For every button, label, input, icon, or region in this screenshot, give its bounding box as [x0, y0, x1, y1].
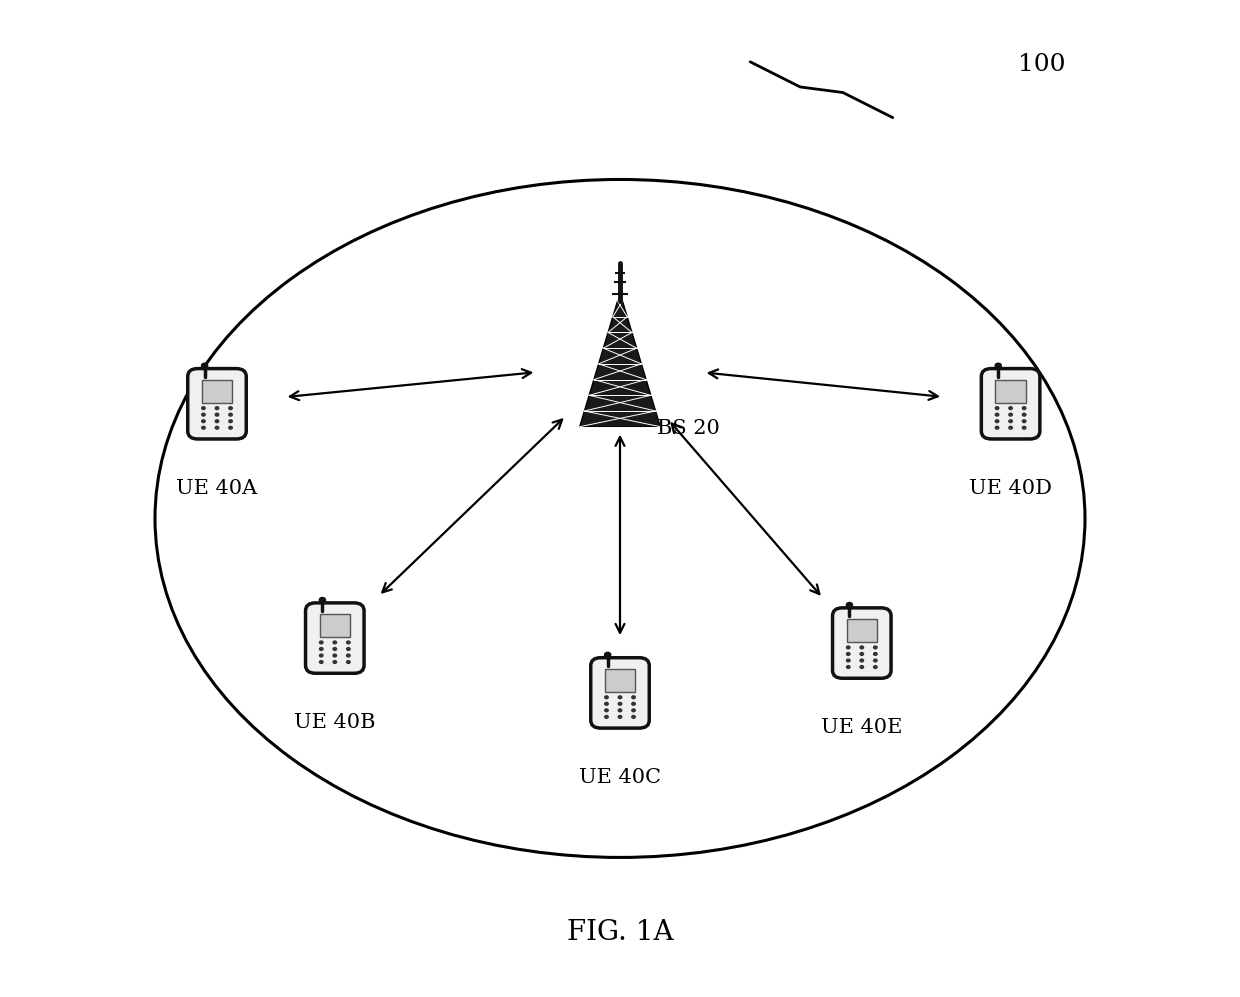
Circle shape: [1023, 427, 1025, 429]
FancyBboxPatch shape: [187, 369, 247, 439]
Circle shape: [216, 407, 218, 410]
Text: UE 40E: UE 40E: [821, 718, 903, 737]
Circle shape: [216, 420, 218, 423]
Circle shape: [229, 414, 232, 416]
Circle shape: [1023, 414, 1025, 416]
Circle shape: [996, 407, 998, 410]
Circle shape: [1009, 427, 1012, 429]
Text: FIG. 1A: FIG. 1A: [567, 918, 673, 946]
Circle shape: [861, 646, 863, 649]
Circle shape: [334, 661, 336, 663]
FancyBboxPatch shape: [847, 619, 877, 642]
Text: 100: 100: [1018, 53, 1065, 77]
FancyBboxPatch shape: [305, 603, 365, 673]
Circle shape: [874, 646, 877, 649]
Circle shape: [996, 420, 998, 423]
Circle shape: [229, 420, 232, 423]
Circle shape: [874, 666, 877, 668]
Circle shape: [229, 427, 232, 429]
Circle shape: [202, 427, 205, 429]
FancyBboxPatch shape: [981, 369, 1040, 439]
Circle shape: [632, 716, 635, 718]
Circle shape: [202, 414, 205, 416]
Circle shape: [320, 641, 322, 644]
Circle shape: [202, 407, 205, 410]
Circle shape: [216, 427, 218, 429]
Circle shape: [334, 648, 336, 650]
Circle shape: [605, 703, 608, 705]
Circle shape: [847, 653, 849, 655]
Text: UE 40B: UE 40B: [294, 713, 376, 732]
FancyBboxPatch shape: [605, 669, 635, 692]
Circle shape: [347, 648, 350, 650]
Circle shape: [347, 641, 350, 644]
Circle shape: [847, 666, 849, 668]
Polygon shape: [580, 301, 660, 427]
Circle shape: [1009, 414, 1012, 416]
Circle shape: [632, 709, 635, 712]
Circle shape: [861, 666, 863, 668]
Text: BS 20: BS 20: [657, 419, 720, 438]
Circle shape: [619, 703, 621, 705]
Circle shape: [320, 661, 322, 663]
Text: UE 40A: UE 40A: [176, 479, 258, 498]
Circle shape: [619, 716, 621, 718]
Circle shape: [847, 659, 849, 662]
Circle shape: [1009, 420, 1012, 423]
Circle shape: [605, 709, 608, 712]
Circle shape: [229, 407, 232, 410]
Circle shape: [996, 427, 998, 429]
Circle shape: [1023, 407, 1025, 410]
Circle shape: [202, 420, 205, 423]
Circle shape: [874, 653, 877, 655]
Circle shape: [605, 652, 611, 657]
Circle shape: [619, 709, 621, 712]
Circle shape: [1009, 407, 1012, 410]
FancyBboxPatch shape: [996, 380, 1025, 403]
FancyBboxPatch shape: [320, 614, 350, 637]
Circle shape: [216, 414, 218, 416]
Circle shape: [320, 597, 326, 602]
Circle shape: [1023, 420, 1025, 423]
FancyBboxPatch shape: [832, 608, 892, 678]
Circle shape: [996, 363, 1002, 368]
Circle shape: [861, 653, 863, 655]
Circle shape: [847, 602, 853, 607]
Circle shape: [347, 661, 350, 663]
Circle shape: [320, 654, 322, 657]
Circle shape: [347, 654, 350, 657]
Circle shape: [605, 716, 608, 718]
FancyBboxPatch shape: [590, 658, 650, 728]
Circle shape: [847, 646, 849, 649]
Circle shape: [861, 659, 863, 662]
Circle shape: [320, 648, 322, 650]
Circle shape: [605, 696, 608, 699]
FancyBboxPatch shape: [202, 380, 232, 403]
Circle shape: [334, 641, 336, 644]
Circle shape: [874, 659, 877, 662]
Circle shape: [996, 414, 998, 416]
Text: UE 40C: UE 40C: [579, 768, 661, 787]
Circle shape: [632, 696, 635, 699]
Circle shape: [334, 654, 336, 657]
Circle shape: [202, 363, 208, 368]
Circle shape: [619, 696, 621, 699]
Text: UE 40D: UE 40D: [970, 479, 1052, 498]
Circle shape: [632, 703, 635, 705]
